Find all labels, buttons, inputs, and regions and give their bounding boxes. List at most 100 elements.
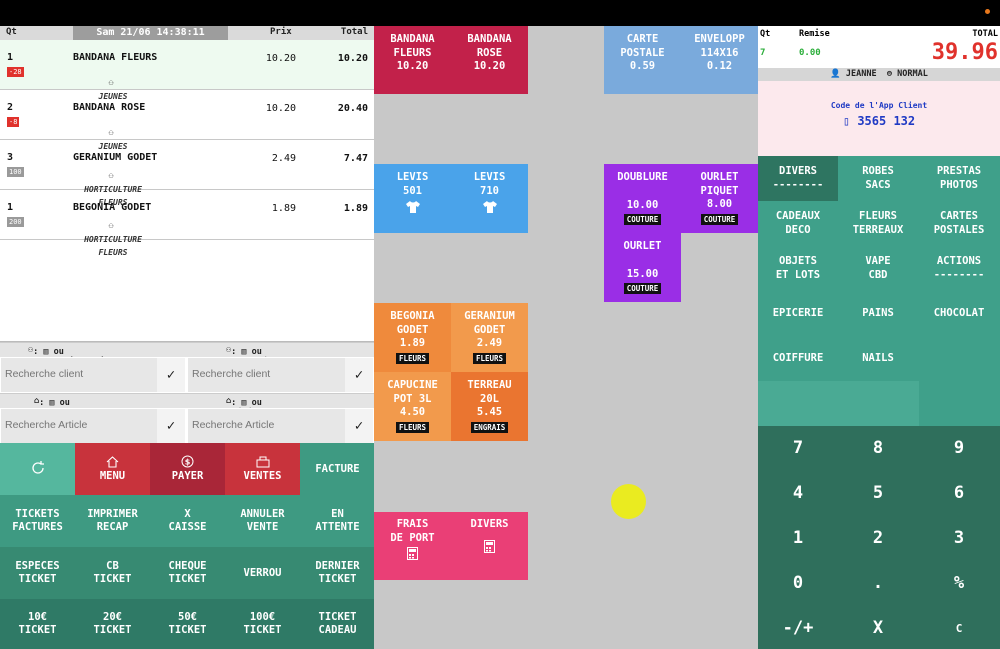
tile-levis-501[interactable]: LEVIS 501	[374, 164, 451, 233]
tile-divers[interactable]: DIVERS	[451, 512, 528, 580]
tile-ourlet[interactable]: OURLET 15.00 COUTURE	[604, 233, 681, 302]
refresh-button[interactable]	[0, 443, 75, 495]
line-total: 7.47	[343, 153, 368, 164]
tile-bandana-rose[interactable]: BANDANA ROSE 10.20	[451, 26, 528, 94]
category-pains[interactable]: PAINS	[862, 306, 894, 319]
client-search-input[interactable]	[5, 368, 155, 380]
tile-levis-710[interactable]: LEVIS 710	[451, 164, 528, 233]
ticket-panel: Qt Sam 21/06 14:38:11 Prix Total 1 -28 B…	[0, 26, 375, 649]
category-fleurs-terreaux[interactable]: FLEURS TERREAUX	[852, 210, 904, 236]
camera-dot-icon	[985, 9, 990, 14]
key-percent[interactable]: %	[953, 573, 965, 593]
key-plus-minus[interactable]: -/+	[782, 618, 814, 638]
dernier-ticket-button[interactable]: DERNIER TICKET	[300, 547, 375, 599]
line-category: ⚇ HORTICULTURE FLEURS	[84, 221, 142, 258]
ticket-line[interactable]: 3 100 GERANIUM GODET ⚇ HORTICULTURE FLEUR…	[0, 140, 374, 207]
client-search-box-2: ✓	[187, 357, 374, 393]
ticket-cadeau-button[interactable]: TICKET CADEAU	[300, 599, 375, 649]
menu-button[interactable]: MENU	[75, 443, 150, 495]
article-search-box-2: ✓	[187, 408, 374, 444]
ticket-20-button[interactable]: 20€ TICKET	[75, 599, 150, 649]
total-label: TOTAL	[972, 29, 998, 39]
category-coiffure[interactable]: COIFFURE	[772, 351, 824, 364]
category-epicerie[interactable]: EPICERIE	[772, 306, 824, 319]
user-bar[interactable]: 👤 JEANNE ⊜ NORMAL	[758, 68, 1000, 81]
line-category: ⚇ HORTICULTURE FLEURS	[84, 171, 142, 208]
tile-enveloppe[interactable]: ENVELOPP 114X16 0.12	[681, 26, 758, 94]
tile-geranium[interactable]: GERANIUM GODET 2.49 FLEURS	[451, 303, 528, 372]
tickets-factures-button[interactable]: TICKETS FACTURES	[0, 495, 75, 547]
category-nails[interactable]: NAILS	[862, 351, 894, 364]
key-dot[interactable]: .	[872, 573, 884, 593]
check-icon[interactable]: ✓	[157, 358, 185, 392]
annuler-vente-button[interactable]: ANNULER VENTE	[225, 495, 300, 547]
key-9[interactable]: 9	[953, 438, 965, 458]
tile-carte-postale[interactable]: CARTE POSTALE 0.59	[604, 26, 681, 94]
imprimer-recap-button[interactable]: IMPRIMER RECAP	[75, 495, 150, 547]
check-icon[interactable]: ✓	[157, 409, 185, 443]
article-search-row: ✓ ✓	[0, 408, 374, 444]
key-3[interactable]: 3	[953, 528, 965, 548]
key-0[interactable]: 0	[792, 573, 804, 593]
status-bar	[0, 0, 1000, 26]
especes-ticket-button[interactable]: ESPECES TICKET	[0, 547, 75, 599]
total-value: 39.96	[931, 40, 998, 65]
tile-frais-de-port[interactable]: FRAIS DE PORT	[374, 512, 451, 580]
ticket-50-button[interactable]: 50€ TICKET	[150, 599, 225, 649]
ticket-line[interactable]: 1 200 BEGONIA GODET ⚇ HORTICULTURE FLEURS…	[0, 190, 374, 257]
ticket-line[interactable]: 1 -28 BANDANA FLEURS ⚇ JEUNES 10.20 10.20	[0, 40, 374, 101]
line-total: 20.40	[337, 103, 368, 114]
category-prestas-photos[interactable]: PRESTAS PHOTOS	[936, 165, 982, 191]
line-qt: 2	[7, 102, 14, 113]
payer-button[interactable]: $ PAYER	[150, 443, 225, 495]
ticket-100-button[interactable]: 100€ TICKET	[225, 599, 300, 649]
tile-capucine[interactable]: CAPUCINE POT 3L 4.50 FLEURS	[374, 372, 451, 441]
key-4[interactable]: 4	[792, 483, 804, 503]
cb-ticket-button[interactable]: CB TICKET	[75, 547, 150, 599]
key-clear[interactable]: C	[955, 622, 963, 635]
facture-button[interactable]: FACTURE	[300, 443, 375, 495]
en-attente-button[interactable]: EN ATTENTE	[300, 495, 375, 547]
category-divers[interactable]: DIVERS --------	[758, 156, 838, 201]
category-robes-sacs[interactable]: ROBES SACS	[862, 165, 894, 191]
x-caisse-button[interactable]: X CAISSE	[150, 495, 225, 547]
category-vape-cbd[interactable]: VAPE CBD	[865, 255, 891, 281]
category-objets-lots[interactable]: OBJETS ET LOTS	[775, 255, 821, 281]
category-empty[interactable]	[758, 381, 919, 426]
client-hint-1: ⚇ : ▥ ou Tel/Email/Social	[28, 345, 115, 367]
category-cadeaux-deco[interactable]: CADEAUX DECO	[775, 210, 821, 236]
cheque-ticket-button[interactable]: CHEQUE TICKET	[150, 547, 225, 599]
line-category: ⚇ JEUNES	[98, 78, 128, 101]
tile-bandana-fleurs[interactable]: BANDANA FLEURS 10.20	[374, 26, 451, 94]
ventes-button[interactable]: VENTES	[225, 443, 300, 495]
key-6[interactable]: 6	[953, 483, 965, 503]
verrou-button[interactable]: VERROU	[225, 547, 300, 599]
line-name: BANDANA ROSE	[73, 102, 146, 113]
tile-doublure[interactable]: DOUBLURE 10.00 COUTURE	[604, 164, 681, 233]
key-5[interactable]: 5	[872, 483, 884, 503]
article-ref-search-input[interactable]	[192, 419, 342, 431]
key-multiply[interactable]: X	[872, 618, 884, 638]
key-2[interactable]: 2	[872, 528, 884, 548]
line-qt: 1	[7, 202, 14, 213]
key-7[interactable]: 7	[792, 438, 804, 458]
category-chocolat[interactable]: CHOCOLAT	[933, 306, 985, 319]
sitemap-icon: ⚇	[108, 221, 114, 231]
price-mode: NORMAL	[897, 69, 928, 79]
calculator-icon	[484, 539, 495, 553]
tile-terreau[interactable]: TERREAU 20L 5.45 ENGRAIS	[451, 372, 528, 441]
ticket-line[interactable]: 2 -8 BANDANA ROSE ⚇ JEUNES 10.20 20.40	[0, 90, 374, 151]
category-actions[interactable]: ACTIONS --------	[933, 255, 985, 281]
home-icon	[106, 455, 119, 468]
tile-ourlet-piquet[interactable]: OURLET PIQUET 8.00 COUTURE	[681, 164, 758, 233]
check-icon[interactable]: ✓	[345, 358, 373, 392]
tile-begonia[interactable]: BEGONIA GODET 1.89 FLEURS	[374, 303, 451, 372]
category-cartes-postales[interactable]: CARTES POSTALES	[933, 210, 985, 236]
client-name-search-input[interactable]	[192, 368, 342, 380]
key-1[interactable]: 1	[792, 528, 804, 548]
ticket-10-button[interactable]: 10€ TICKET	[0, 599, 75, 649]
check-icon[interactable]: ✓	[345, 409, 373, 443]
article-search-input[interactable]	[5, 419, 155, 431]
key-8[interactable]: 8	[872, 438, 884, 458]
line-qt: 3	[7, 152, 14, 163]
